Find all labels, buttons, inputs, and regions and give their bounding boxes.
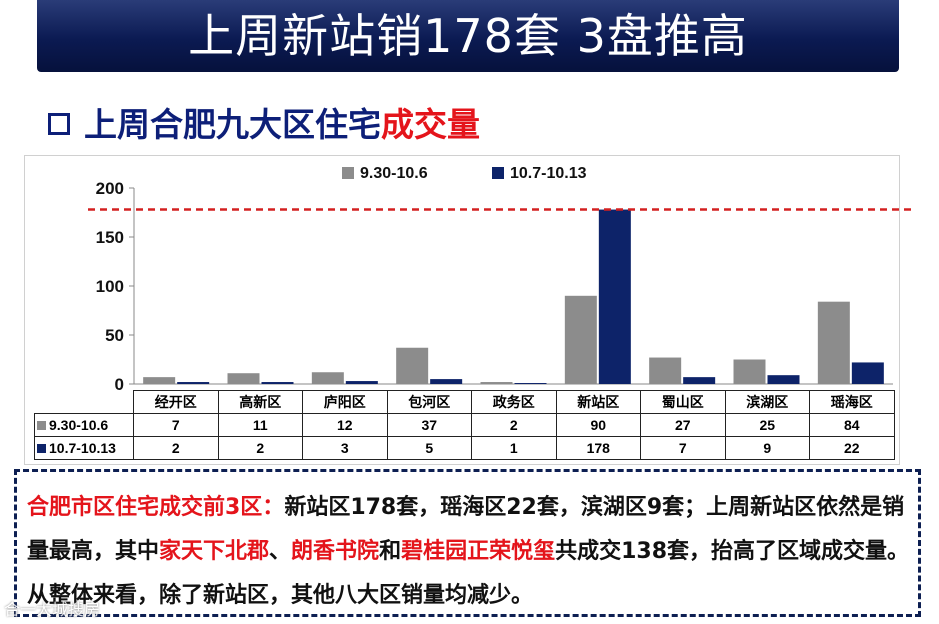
table-corner (35, 391, 134, 414)
table-column-header: 新站区 (555, 390, 641, 414)
section-heading-highlight: 成交量 (381, 105, 480, 144)
summary-lead: 合肥市区住宅成交前3区： (27, 495, 285, 520)
table-cell: 2 (217, 436, 303, 460)
bar-series2 (514, 383, 547, 384)
summary-text-1: 新站区178套，瑶海区22套，滨湖区9套；上周新站区依然是销量最高，其中 (27, 495, 905, 564)
bar-series1 (817, 301, 850, 384)
summary-sep-2: 和 (379, 539, 402, 564)
table-column-header: 庐阳区 (302, 390, 388, 414)
chart-frame (24, 155, 900, 465)
page-title: 上周新站销178套 3盘推高 (188, 9, 748, 63)
table-column-header: 高新区 (217, 390, 303, 414)
y-tick-label: 150 (96, 228, 124, 247)
y-tick-label: 50 (105, 326, 124, 345)
y-tick-label: 200 (96, 179, 124, 198)
table-row: 9.30-10.6 7 11 12 37 2 90 27 25 84 (34, 413, 895, 437)
checkbox-square-icon (48, 112, 70, 135)
bar-series2 (430, 379, 463, 384)
project-name-2: 朗香书院 (291, 539, 380, 564)
bar-series1 (143, 377, 176, 384)
legend-label: 10.7-10.13 (510, 165, 587, 182)
table-column-header: 瑶海区 (809, 390, 895, 414)
table-cell: 37 (386, 413, 472, 437)
bar-series1 (396, 347, 429, 384)
table-cell: 1 (471, 436, 557, 460)
table-cell: 2 (471, 413, 557, 437)
table-cell: 84 (809, 413, 895, 437)
table-cell: 11 (217, 413, 303, 437)
bar-series2 (767, 375, 800, 384)
bar-series1 (227, 373, 260, 384)
bar-series2 (177, 382, 210, 384)
bar-series1 (564, 295, 597, 384)
table-column-header: 蜀山区 (640, 390, 726, 414)
legend-key-icon (37, 420, 46, 430)
bar-series2 (683, 377, 716, 384)
legend-swatch (492, 167, 504, 179)
watermark: 合一大城搜房 (4, 600, 101, 619)
summary-box: 合肥市区住宅成交前3区：新站区178套，瑶海区22套，滨湖区9套；上周新站区依然… (14, 469, 921, 617)
legend-swatch (342, 167, 354, 179)
table-cell: 7 (133, 413, 219, 437)
table-cell: 2 (133, 436, 219, 460)
legend-key-icon (37, 443, 46, 453)
project-name-3: 碧桂园正荣悦玺 (401, 539, 556, 564)
table-cell: 178 (555, 436, 641, 460)
bar-series1 (733, 359, 766, 384)
table-row-header: 10.7-10.13 (34, 436, 134, 460)
bar-series2 (345, 381, 378, 384)
bar-series1 (480, 382, 513, 384)
table-column-header: 经开区 (133, 390, 219, 414)
table-cell: 12 (302, 413, 388, 437)
title-banner: 上周新站销178套 3盘推高 (37, 0, 899, 72)
bar-series1 (311, 372, 344, 384)
bar-series2 (598, 209, 631, 384)
section-heading: 上周合肥九大区住宅成交量 (48, 103, 480, 147)
bar-series1 (649, 357, 682, 384)
summary-sep-1: 、 (269, 539, 292, 564)
series-label: 9.30-10.6 (49, 417, 109, 433)
table-column-header: 包河区 (386, 390, 472, 414)
y-tick-label: 100 (96, 277, 124, 296)
table-cell: 22 (809, 436, 895, 460)
legend-label: 9.30-10.6 (360, 165, 428, 182)
table-row-header: 9.30-10.6 (34, 413, 134, 437)
section-heading-text: 上周合肥九大区住宅 (84, 105, 381, 144)
project-name-1: 家天下北郡 (159, 539, 270, 564)
table-column-header: 滨湖区 (724, 390, 810, 414)
table-cell: 9 (724, 436, 810, 460)
table-column-header: 政务区 (471, 390, 557, 414)
bar-series2 (851, 362, 884, 384)
table-cell: 27 (640, 413, 726, 437)
data-table: 经开区 高新区 庐阳区 包河区 政务区 新站区 蜀山区 滨湖区 瑶海区 9.30-10.6 7 11 1… (34, 390, 895, 460)
bar-chart: 0 50 100 150 200 9.30-10.6 10.7-10.13 (88, 165, 912, 394)
table-row: 10.7-10.13 2 2 3 5 1 178 7 9 22 (34, 436, 895, 460)
table-cell: 5 (386, 436, 472, 460)
series-label: 10.7-10.13 (49, 440, 116, 456)
table-cell: 7 (640, 436, 726, 460)
summary-text-2: 共成交138套，抬高了区域成交量。从整体来看，除了新站区，其他八大区销量均减少。 (27, 539, 910, 608)
table-cell: 3 (302, 436, 388, 460)
bar-series2 (261, 382, 294, 384)
table-cell: 25 (724, 413, 810, 437)
y-tick-label: 0 (115, 375, 124, 394)
table-cell: 90 (555, 413, 641, 437)
